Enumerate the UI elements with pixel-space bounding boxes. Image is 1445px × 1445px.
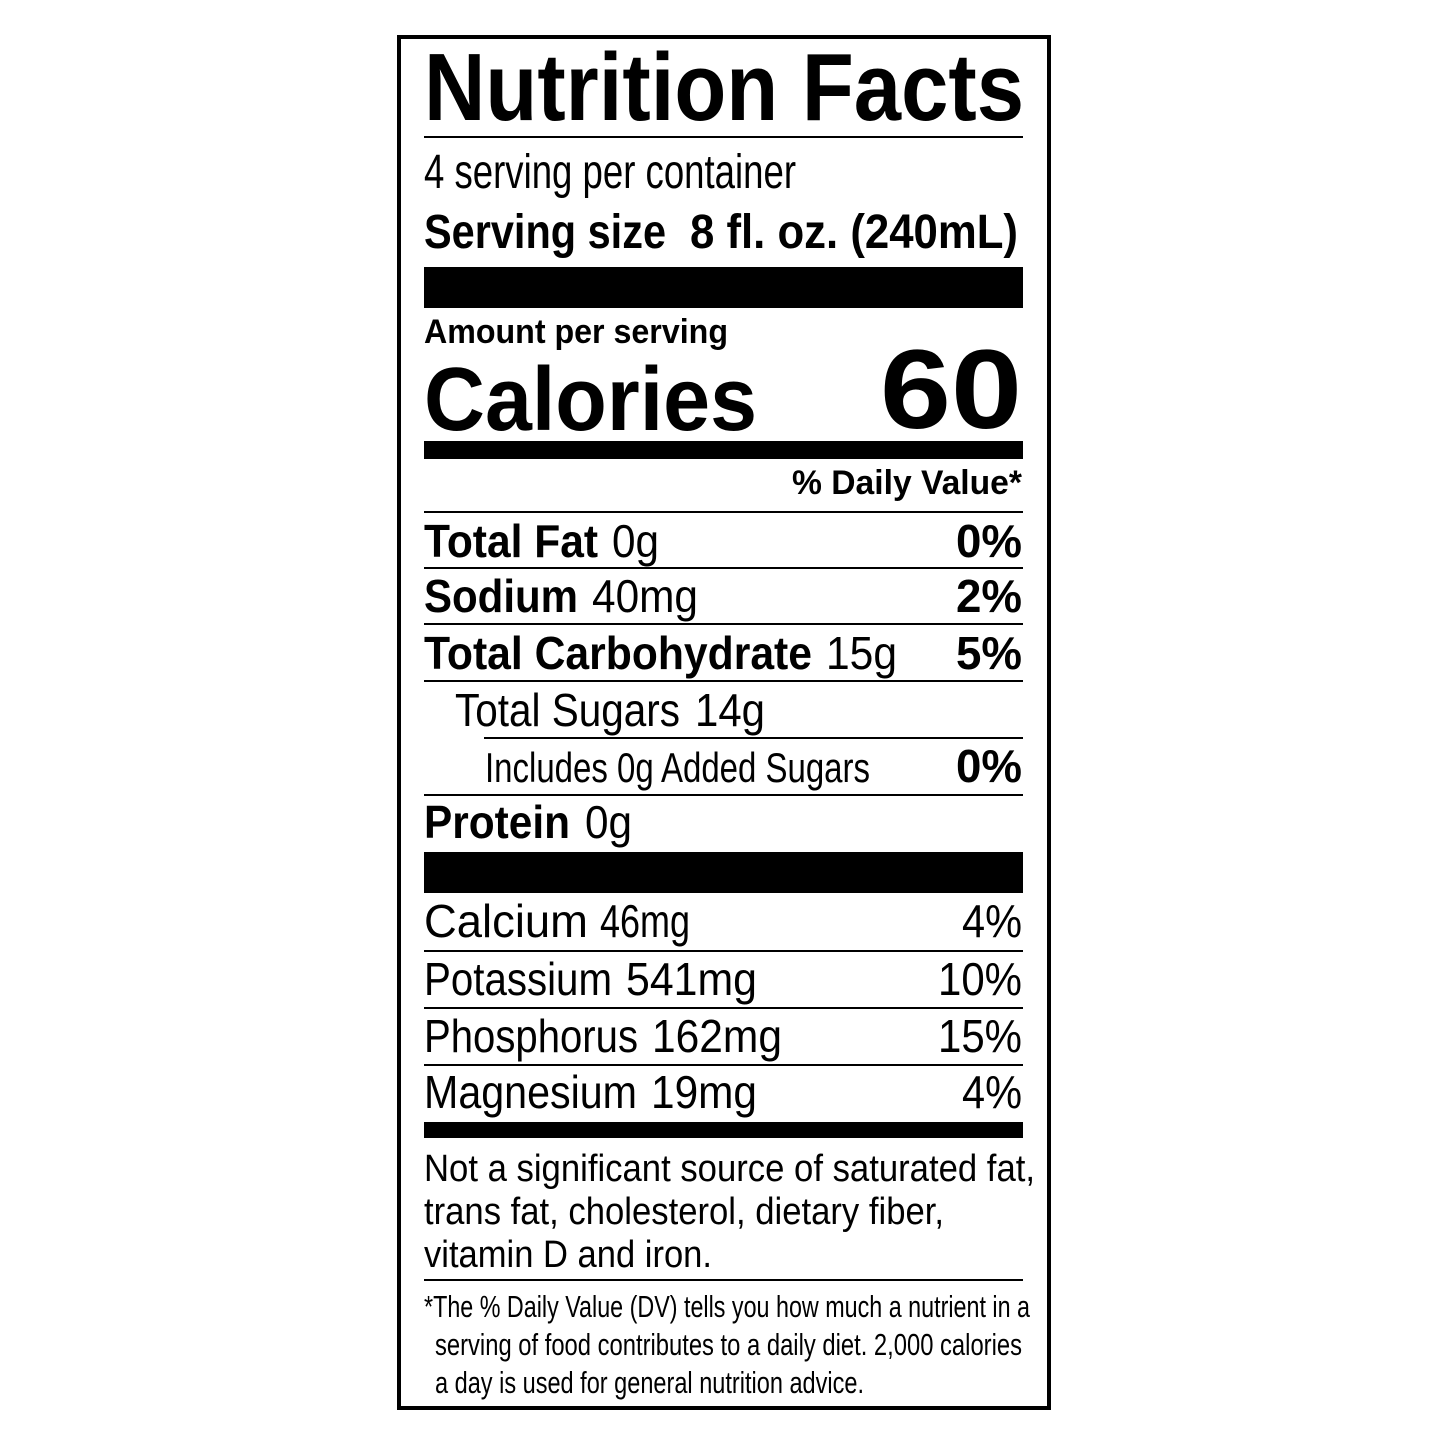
- serving-size-label: Serving size: [424, 206, 666, 259]
- thick-rule: [424, 441, 1023, 459]
- vitamin-name: Potassium: [424, 953, 612, 1005]
- label-border: [397, 35, 1051, 1410]
- vitamin-dv: 10%: [938, 953, 1022, 1005]
- nutrient-amount: 15g: [826, 627, 897, 679]
- nutrient-amount: 0g: [612, 515, 659, 567]
- serving-size-value: 8 fl. oz. (240mL): [690, 206, 1018, 259]
- calories-value: 60: [880, 327, 1022, 452]
- amount-per-serving: Amount per serving: [424, 313, 728, 351]
- rule: [424, 1279, 1023, 1281]
- note-line: vitamin D and iron.: [424, 1234, 712, 1276]
- rule: [424, 794, 1023, 796]
- footnote-line: a day is used for general nutrition advi…: [435, 1365, 864, 1400]
- nutrient-name: Total Sugars: [455, 684, 680, 736]
- nutrient-amount: 40mg: [592, 570, 698, 622]
- nutrient-dv: 0%: [956, 740, 1022, 792]
- rule: [424, 511, 1023, 513]
- thick-rule: [424, 852, 1023, 893]
- nutrient-dv: 0%: [956, 515, 1022, 567]
- rule: [424, 623, 1023, 625]
- note-line: Not a significant source of saturated fa…: [424, 1148, 1035, 1190]
- nutrient-name: Sodium: [424, 570, 578, 622]
- vitamin-name: Calcium: [424, 895, 588, 947]
- vitamin-amount: 541mg: [626, 953, 757, 1005]
- vitamin-dv: 4%: [962, 1066, 1022, 1118]
- rule: [484, 737, 1023, 739]
- vitamin-dv: 4%: [962, 895, 1022, 947]
- thick-rule: [424, 1122, 1023, 1138]
- vitamin-amount: 162mg: [652, 1010, 782, 1062]
- nutrient-dv: 5%: [956, 627, 1022, 679]
- nutrient-name: Total Carbohydrate: [424, 627, 812, 679]
- nutrient-dv: 2%: [956, 570, 1022, 622]
- nutrient-name: Protein: [424, 796, 570, 848]
- thick-rule: [424, 267, 1023, 308]
- footnote-line: *The % Daily Value (DV) tells you how mu…: [424, 1289, 1031, 1324]
- rule: [424, 680, 1023, 682]
- nutrient-name: Total Fat: [424, 515, 598, 567]
- rule: [424, 136, 1023, 138]
- nutrient-amount: 0g: [585, 796, 632, 848]
- nutrient-name: Includes 0g Added Sugars: [485, 744, 870, 791]
- calories-label: Calories: [424, 350, 757, 450]
- servings: 4 serving per container: [424, 146, 796, 199]
- rule: [424, 1064, 1023, 1066]
- vitamin-dv: 15%: [938, 1010, 1022, 1062]
- vitamin-name: Magnesium: [424, 1066, 637, 1118]
- footnote-line: serving of food contributes to a daily d…: [435, 1327, 1022, 1362]
- title: Nutrition Facts: [424, 34, 1024, 141]
- rule: [424, 1007, 1023, 1009]
- rule: [424, 950, 1023, 952]
- daily-value-header: % Daily Value*: [792, 464, 1023, 502]
- rule: [424, 567, 1023, 569]
- nutrient-amount: 14g: [695, 684, 765, 736]
- vitamin-amount: 46mg: [600, 895, 690, 947]
- vitamin-name: Phosphorus: [424, 1010, 638, 1062]
- note-line: trans fat, cholesterol, dietary fiber,: [424, 1191, 944, 1233]
- vitamin-amount: 19mg: [651, 1066, 757, 1118]
